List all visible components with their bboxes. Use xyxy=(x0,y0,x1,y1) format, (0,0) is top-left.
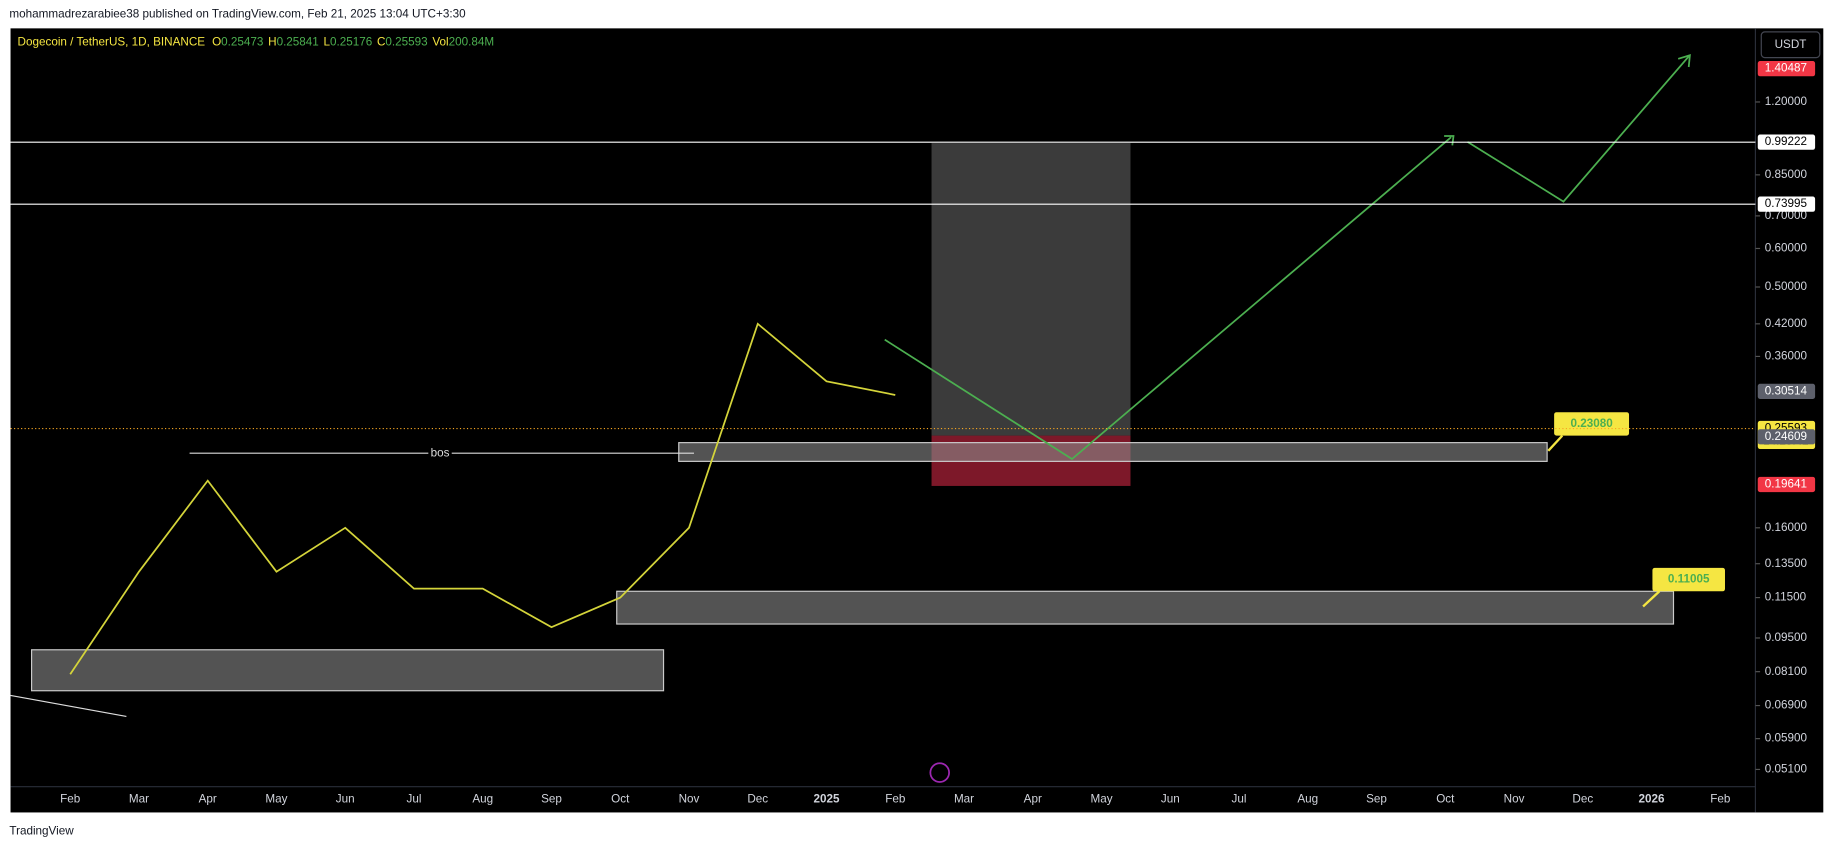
x-tick-label: Nov xyxy=(1504,793,1525,806)
callout xyxy=(1652,567,1725,592)
price-label: 1.40487 xyxy=(1765,62,1807,75)
price-label-bg xyxy=(1757,196,1816,212)
projection xyxy=(884,136,1452,461)
x-tick-label: Feb xyxy=(1710,793,1731,806)
price-label-bg xyxy=(1757,476,1816,493)
target-zone xyxy=(931,143,1131,436)
price-label: 0.19641 xyxy=(1765,478,1807,491)
support-zone xyxy=(678,442,1548,462)
event-icon[interactable] xyxy=(929,762,950,783)
y-tick-label: 0.13500 xyxy=(1765,557,1808,570)
y-tick-label: 0.16000 xyxy=(1765,521,1808,534)
x-tick-label: Mar xyxy=(129,793,149,806)
demand-zone xyxy=(616,590,1675,625)
demand-zone xyxy=(31,649,665,692)
x-tick-label: 2026 xyxy=(1639,793,1666,806)
callout xyxy=(1554,412,1630,436)
price-label-bg xyxy=(1757,134,1816,150)
y-tick-label: 0.05100 xyxy=(1765,763,1808,776)
projection xyxy=(1467,55,1690,203)
y-tick-label: 0.85000 xyxy=(1765,168,1808,181)
x-tick-label: Jul xyxy=(407,793,422,806)
callout-pointer xyxy=(1547,434,1564,452)
x-tick-label: Sep xyxy=(541,793,562,806)
y-tick-label: 0.09500 xyxy=(1765,631,1808,644)
price-label: 0.30514 xyxy=(1765,384,1808,397)
x-tick-label: Feb xyxy=(885,793,906,806)
price-label-bg xyxy=(1757,61,1816,77)
x-tick-label: May xyxy=(1090,793,1112,806)
currency-button[interactable] xyxy=(1760,31,1821,59)
price-label: 0.73995 xyxy=(1765,197,1808,210)
y-tick-label: 0.42000 xyxy=(1765,317,1808,330)
y-tick-label: 0.06900 xyxy=(1765,699,1808,712)
price-label-bg xyxy=(1757,429,1816,445)
x-tick-label: Dec xyxy=(747,793,768,806)
y-tick-label: 0.50000 xyxy=(1765,280,1808,293)
bos-label: bos xyxy=(431,446,450,459)
x-tick-label: Jun xyxy=(1161,793,1180,806)
price-label-bg xyxy=(1757,383,1816,399)
callout-pointer xyxy=(1642,590,1661,608)
y-tick-label: 0.08100 xyxy=(1765,665,1808,678)
x-tick-label: Apr xyxy=(199,793,217,806)
y-tick-label: 0.11500 xyxy=(1765,591,1807,604)
x-tick-label: Aug xyxy=(1297,793,1318,806)
symbol: Dogecoin / TetherUS, 1D, BINANCE O0.25473… xyxy=(18,35,495,48)
y-tick-label: 1.20000 xyxy=(1765,95,1808,108)
x-tick-label: Oct xyxy=(1436,793,1455,806)
y-tick-label: 0.70000 xyxy=(1765,209,1808,222)
x-tick-label: Jun xyxy=(336,793,355,806)
bos-bg xyxy=(428,446,452,460)
x-tick-label: Mar xyxy=(954,793,974,806)
x-tick-label: Nov xyxy=(679,793,700,806)
x-tick-label: Jul xyxy=(1232,793,1247,806)
x-tick-label: 2025 xyxy=(814,793,841,806)
callout-label: 0.23080 xyxy=(1570,417,1613,430)
publisher: mohammadrezarabiee38 published on Tradin… xyxy=(9,7,466,20)
x-tick-label: Oct xyxy=(611,793,630,806)
y-tick-label: 0.05900 xyxy=(1765,732,1808,745)
arrow-head xyxy=(1677,54,1691,68)
y-tick-label: 0.60000 xyxy=(1765,242,1808,255)
y-tick-label: 0.36000 xyxy=(1765,350,1808,363)
chart-area xyxy=(10,28,1824,813)
price-label: 0.99222 xyxy=(1765,135,1807,148)
price-label: 0.24609 xyxy=(1765,430,1807,443)
x-tick-label: Feb xyxy=(60,793,81,806)
footer: TradingView xyxy=(9,824,74,837)
x-tick-label: Dec xyxy=(1572,793,1593,806)
x-tick-label: Apr xyxy=(1024,793,1042,806)
x-tick-label: Sep xyxy=(1366,793,1387,806)
x-tick-label: May xyxy=(265,793,287,806)
callout-label: 0.11005 xyxy=(1668,573,1710,586)
x-tick-label: Aug xyxy=(472,793,493,806)
currency[interactable]: USDT xyxy=(1775,38,1807,51)
price-line xyxy=(69,322,896,675)
trend-line xyxy=(10,694,127,718)
